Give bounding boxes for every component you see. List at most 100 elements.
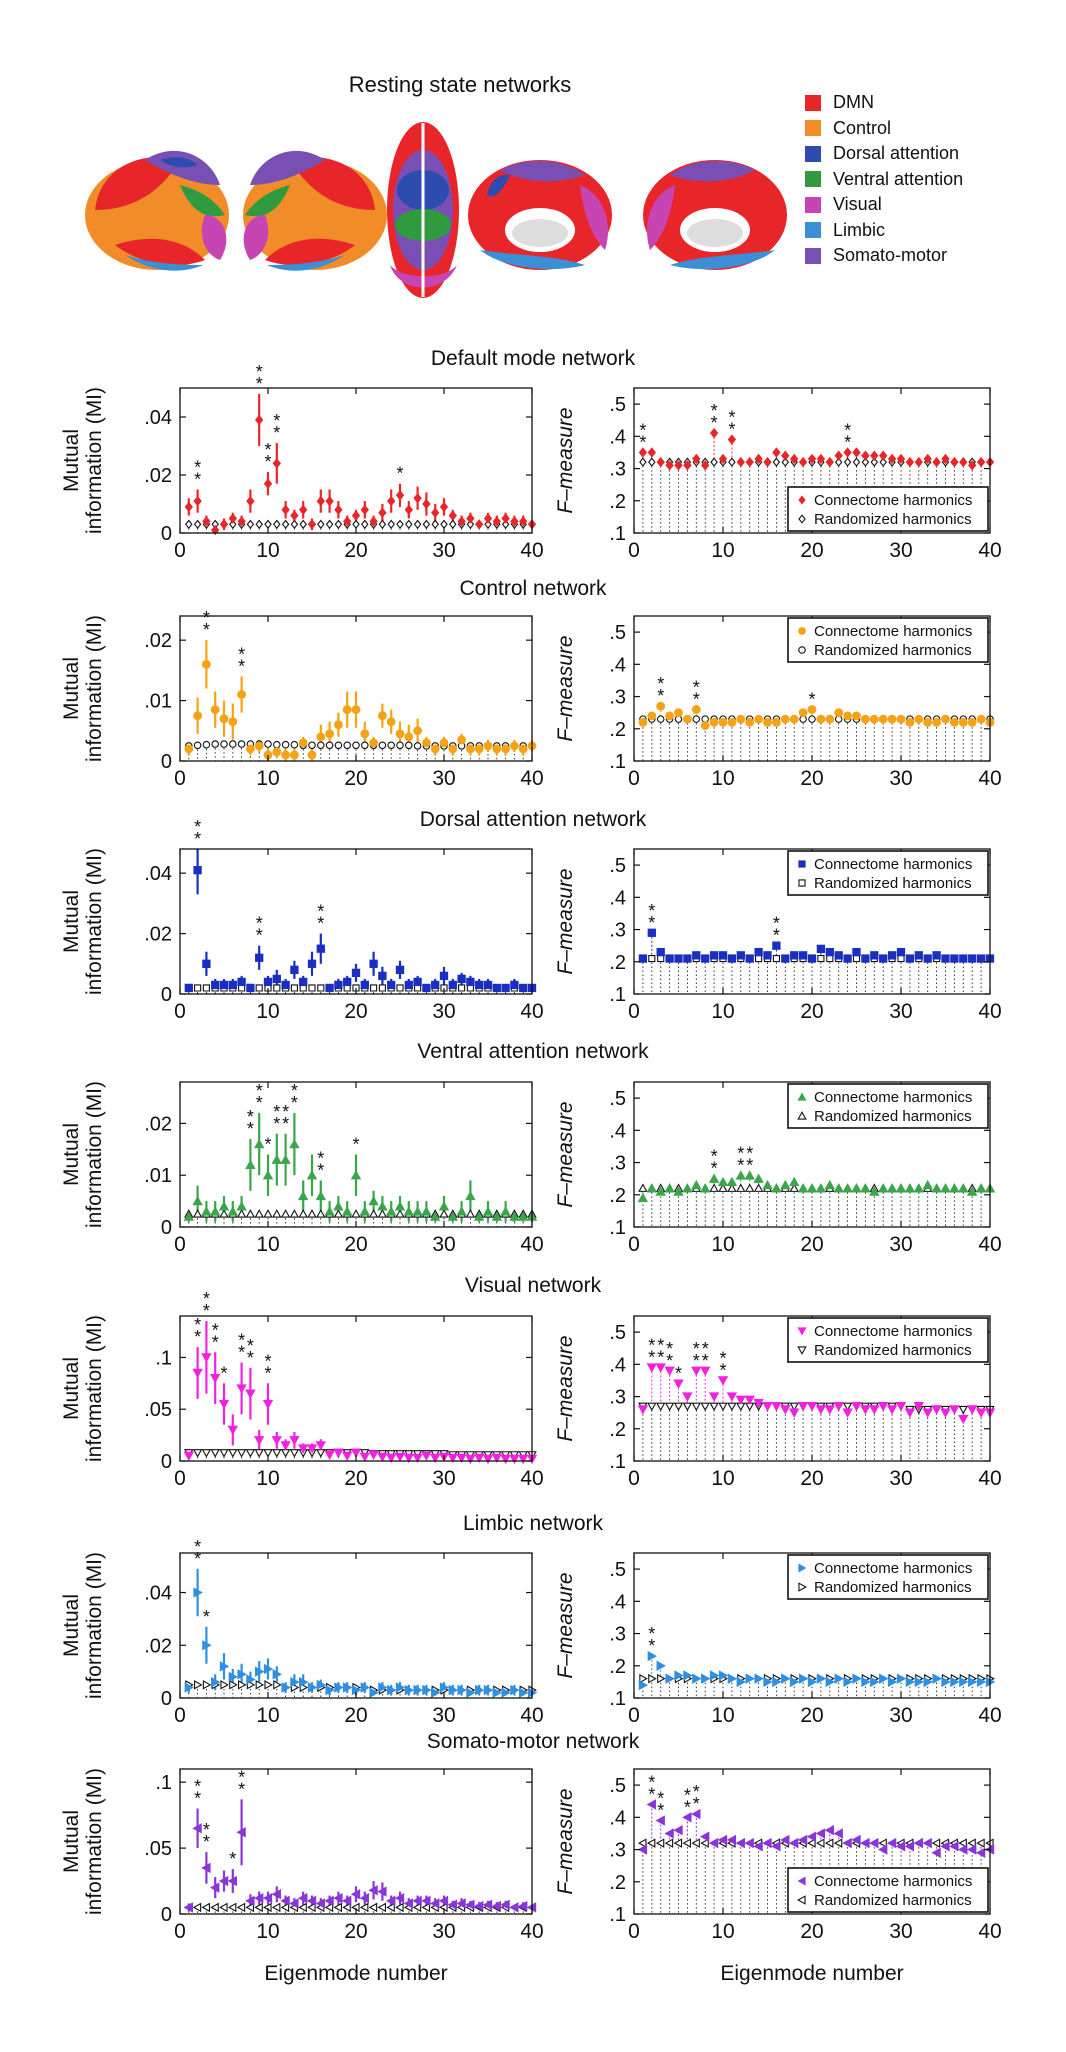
connectome-point xyxy=(665,954,674,963)
legend-box xyxy=(787,850,989,896)
connectome-point xyxy=(255,953,264,962)
connectome-point xyxy=(333,1201,344,1211)
random-point xyxy=(727,1183,737,1192)
x-tick-label: 30 xyxy=(889,1467,912,1490)
x-tick-label: 20 xyxy=(344,1233,367,1256)
significance-star: * xyxy=(693,677,700,697)
connectome-point xyxy=(413,1684,423,1696)
random-point xyxy=(692,715,701,723)
significance-star: * xyxy=(194,470,201,490)
connectome-point xyxy=(780,1405,791,1415)
legend-label-random: Randomized harmonics xyxy=(814,642,972,659)
connectome-point xyxy=(342,1895,352,1907)
connectome-point xyxy=(824,1405,835,1415)
connectome-point xyxy=(281,504,290,515)
connectome-point xyxy=(976,1676,987,1688)
random-point xyxy=(272,1449,282,1458)
connectome-point xyxy=(959,1676,969,1688)
connectome-point xyxy=(465,744,475,754)
significance-star: * xyxy=(273,411,280,431)
connectome-point xyxy=(941,1676,951,1688)
significance-star: * xyxy=(317,1148,324,1168)
random-point xyxy=(744,1183,755,1192)
legend-box xyxy=(787,1317,989,1363)
x-tick-label: 40 xyxy=(520,539,543,562)
x-axis-label: Eigenmode number xyxy=(264,1962,447,1985)
legend-swatch xyxy=(805,145,821,162)
connectome-point xyxy=(438,1201,450,1211)
connectome-point xyxy=(949,717,959,727)
connectome-point xyxy=(656,1660,666,1671)
y-tick-label: 0 xyxy=(161,1217,172,1239)
connectome-point xyxy=(798,1673,809,1684)
connectome-point xyxy=(255,414,264,426)
random-point xyxy=(352,984,360,992)
random-point xyxy=(255,984,263,992)
legend-swatch xyxy=(805,94,821,111)
connectome-point xyxy=(665,460,674,471)
connectome-point xyxy=(941,453,950,465)
y-axis-label: information (MI) xyxy=(83,1552,106,1699)
significance-star: * xyxy=(247,1348,254,1368)
connectome-point xyxy=(350,1889,361,1900)
random-point xyxy=(334,741,343,750)
connectome-point xyxy=(664,1828,674,1839)
connectome-point xyxy=(421,1451,432,1462)
connectome-point xyxy=(395,729,405,739)
significance-star: * xyxy=(273,1102,280,1122)
legend-label: Dorsal attention xyxy=(833,143,960,164)
connectome-point xyxy=(334,980,343,990)
connectome-point xyxy=(201,1862,211,1874)
connectome-point xyxy=(377,1201,388,1211)
connectome-point xyxy=(692,453,701,465)
connectome-point xyxy=(718,717,728,727)
connectome-point xyxy=(790,453,799,465)
connectome-point xyxy=(664,1366,675,1376)
connectome-point xyxy=(272,747,282,757)
y-tick-label: .01 xyxy=(144,691,172,713)
connectome-point xyxy=(701,954,710,963)
connectome-point xyxy=(869,1837,879,1849)
significance-star: * xyxy=(194,1315,201,1335)
connectome-point xyxy=(448,980,457,990)
connectome-point xyxy=(307,1682,318,1693)
connectome-point xyxy=(701,1673,711,1684)
y-axis-label: F–measure xyxy=(554,1788,577,1894)
random-point xyxy=(781,457,790,467)
connectome-point xyxy=(860,714,870,724)
connectome-point xyxy=(941,714,950,724)
connectome-point xyxy=(359,1452,370,1463)
connectome-point xyxy=(271,1889,281,1900)
significance-star: * xyxy=(648,1784,655,1804)
connectome-point xyxy=(360,729,370,739)
connectome-point xyxy=(904,1841,915,1852)
significance-star: * xyxy=(238,1767,245,1787)
significance-star: * xyxy=(194,1777,201,1797)
connectome-point xyxy=(968,460,977,471)
connectome-point xyxy=(211,980,220,990)
connectome-point xyxy=(254,1138,265,1149)
connectome-point xyxy=(350,1448,362,1458)
significance-star: * xyxy=(684,1797,691,1817)
random-point xyxy=(236,1902,246,1913)
connectome-point xyxy=(656,947,665,957)
legend-item-somato-motor: Somato-motor xyxy=(805,243,963,269)
x-tick-label: 30 xyxy=(432,1704,455,1727)
connectome-point xyxy=(807,705,817,714)
significance-star: * xyxy=(194,1327,201,1347)
connectome-point xyxy=(430,1211,441,1221)
x-tick-label: 30 xyxy=(889,767,912,790)
connectome-point xyxy=(825,714,835,724)
connectome-point xyxy=(386,1206,397,1216)
connectome-point xyxy=(333,1448,344,1458)
connectome-point xyxy=(263,977,273,987)
x-tick-label: 40 xyxy=(978,539,1001,562)
legend-label: DMN xyxy=(833,92,874,113)
series-legend: Connectome harmonics Randomized harmonics xyxy=(787,1083,989,1129)
connectome-point xyxy=(646,1799,656,1810)
significance-star: * xyxy=(657,1336,664,1356)
connectome-point xyxy=(228,1671,238,1683)
connectome-point xyxy=(824,1825,834,1836)
random-point xyxy=(815,1838,825,1848)
